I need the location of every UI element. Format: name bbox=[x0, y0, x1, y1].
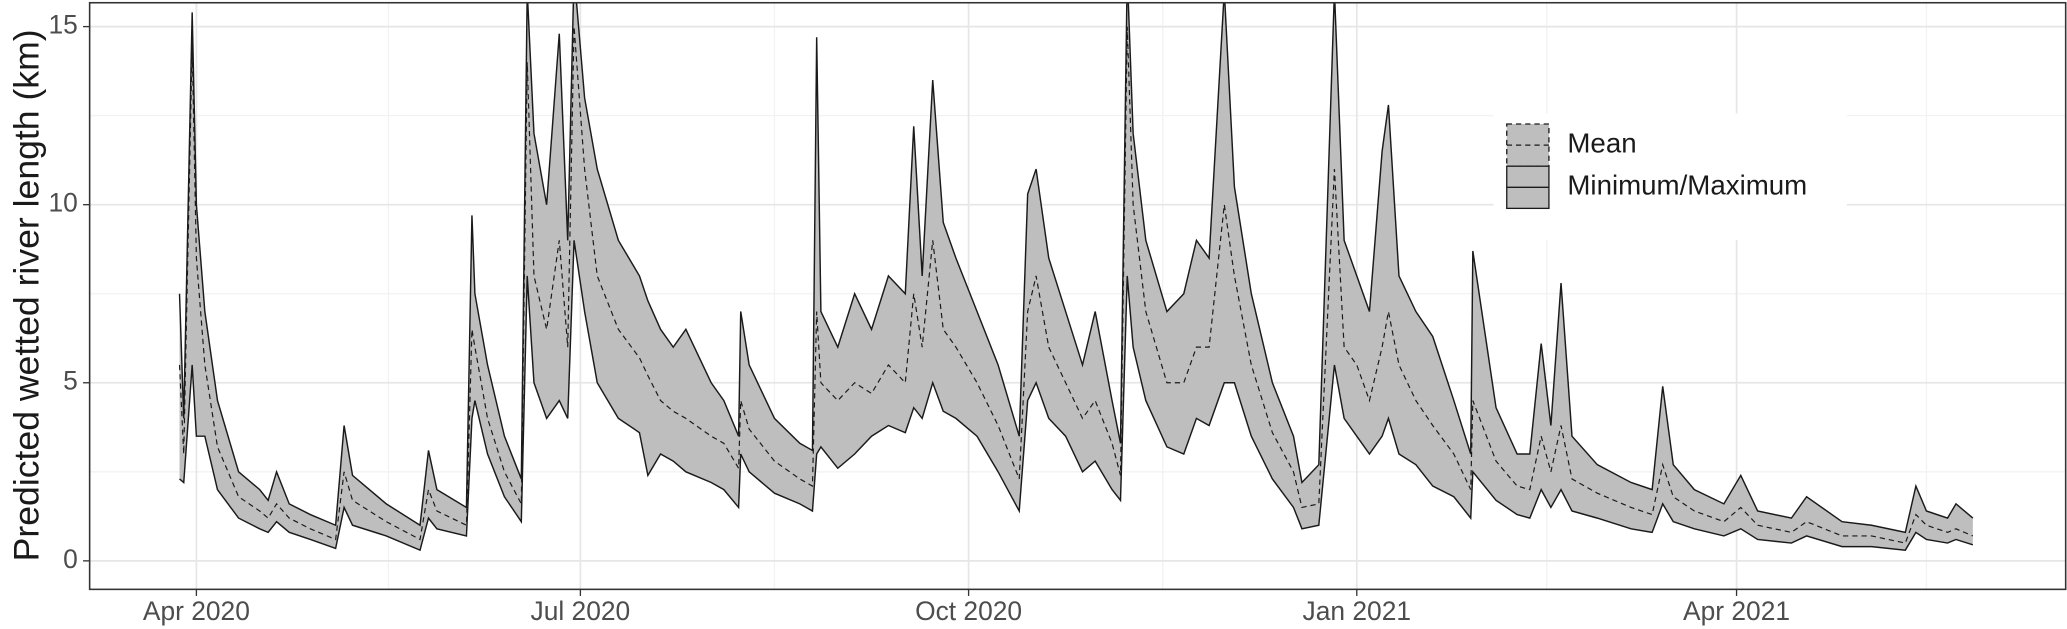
y-axis-title: Predicted wetted river length (km) bbox=[6, 29, 46, 561]
plot-area bbox=[178, 2, 1974, 552]
lower-line bbox=[179, 240, 1974, 552]
y-tick-label: 15 bbox=[48, 10, 77, 40]
x-tick-label: Apr 2020 bbox=[143, 596, 250, 626]
x-tick-label: Apr 2021 bbox=[1683, 596, 1790, 626]
legend-background bbox=[1493, 113, 1847, 241]
x-tick-label: Oct 2020 bbox=[915, 596, 1022, 626]
legend-label: Mean bbox=[1567, 127, 1636, 158]
panel bbox=[89, 2, 2066, 590]
legend-label: Minimum/Maximum bbox=[1567, 170, 1807, 201]
y-tick-label: 0 bbox=[63, 544, 78, 574]
ribbon bbox=[179, 2, 1973, 551]
upper-line bbox=[178, 2, 1974, 534]
y-tick-label: 5 bbox=[63, 366, 78, 396]
x-tick-label: Jul 2020 bbox=[531, 596, 631, 626]
y-tick-label: 10 bbox=[48, 188, 77, 218]
panel-border bbox=[88, 1, 2067, 591]
mean-line bbox=[178, 26, 1974, 544]
legend: Mean Minimum/Maximum bbox=[1493, 113, 1847, 241]
x-tick-label: Jan 2021 bbox=[1303, 596, 1411, 626]
